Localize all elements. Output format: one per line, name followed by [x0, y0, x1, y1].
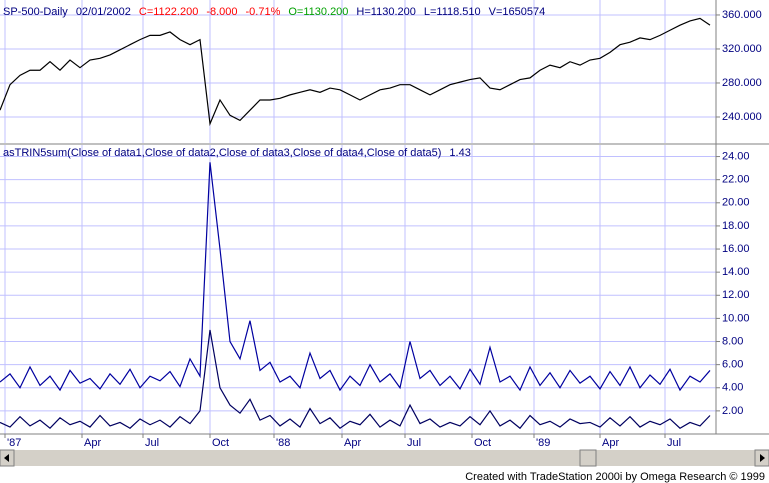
title: asTRIN5sum(Close of data1,Close of data2…: [3, 147, 441, 159]
x-tick-label: '89: [536, 437, 550, 449]
title: SP-500-Daily: [3, 6, 68, 18]
annotation: -8.000: [206, 6, 237, 18]
y-tick-label: 4.00: [722, 382, 743, 394]
x-tick-label: Apr: [84, 437, 101, 449]
footer: Created with TradeStation 2000i by Omega…: [465, 471, 765, 483]
scrollbar[interactable]: [0, 450, 769, 466]
annotation: O=1130.200: [288, 6, 348, 18]
y-tick-label: 320.000: [722, 43, 762, 55]
y-tick-label: 6.00: [722, 359, 743, 371]
arrow-icon: [4, 454, 9, 462]
y-tick-label: 280.000: [722, 77, 762, 89]
annotation: V=1650574: [489, 6, 546, 18]
annotation: 02/01/2002: [76, 6, 131, 18]
y-tick-label: 20.00: [722, 197, 750, 209]
x-tick-label: Apr: [344, 437, 361, 449]
annotation: 1.43: [449, 147, 470, 159]
chart-header: SP-500-Daily 02/01/2002 C=1122.200 -8.000 -0…: [3, 6, 545, 18]
line-series: [0, 17, 711, 127]
y-tick-label: 16.00: [722, 243, 750, 255]
line-series: [0, 329, 711, 430]
y-tick-label: 2.00: [722, 405, 743, 417]
y-tick-label: 240.000: [722, 111, 762, 123]
y-tick-label: 360.000: [722, 9, 762, 21]
x-tick-label: Apr: [602, 437, 619, 449]
x-tick-label: Jul: [407, 437, 421, 449]
y-tick-label: 14.00: [722, 266, 750, 278]
y-tick-label: 18.00: [722, 220, 750, 232]
x-tick-label: Oct: [474, 437, 491, 449]
y-tick-label: 24.00: [722, 150, 750, 162]
x-tick-label: '87: [7, 437, 21, 449]
annotation: H=1130.200: [356, 6, 415, 18]
y-tick-label: 8.00: [722, 335, 743, 347]
y-tick-label: 22.00: [722, 174, 750, 186]
y-tick-label: 12.00: [722, 289, 750, 301]
x-tick-label: Jul: [145, 437, 159, 449]
scroll-thumb[interactable]: [579, 449, 597, 467]
indicator-header: asTRIN5sum(Close of data1,Close of data2…: [3, 147, 471, 159]
annotation: C=1122.200: [139, 6, 198, 18]
line-series: [0, 162, 711, 392]
arrow-icon: [760, 454, 765, 462]
x-tick-label: Jul: [667, 437, 681, 449]
annotation: -0.71%: [246, 6, 281, 18]
x-tick-label: Oct: [212, 437, 229, 449]
x-tick-label: '88: [276, 437, 290, 449]
annotation: L=1118.510: [424, 6, 481, 18]
y-tick-label: 10.00: [722, 312, 750, 324]
